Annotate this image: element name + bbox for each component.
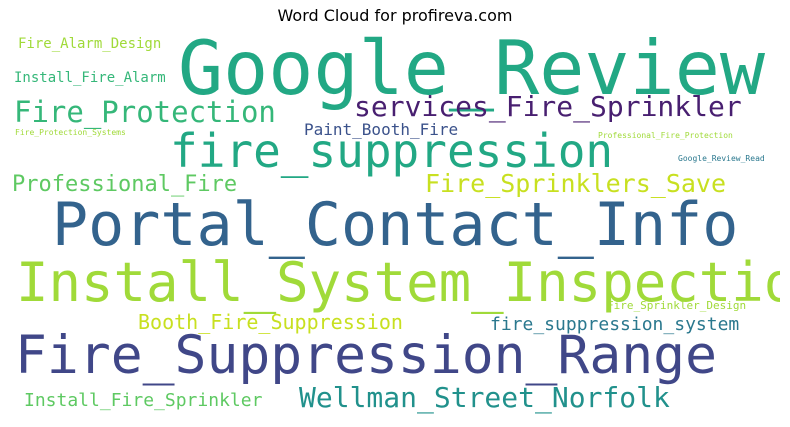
word-fire-protection: Fire_Protection	[14, 95, 276, 129]
word-fire-suppression: fire_suppression	[170, 124, 614, 178]
word-install-fire-alarm: Install_Fire_Alarm	[14, 70, 166, 86]
word-fire-protection-systems: Fire_Protection_Systems	[15, 128, 126, 137]
word-booth-fire-suppression: Booth_Fire_Suppression	[138, 310, 403, 334]
word-fire-alarm-design: Fire_Alarm_Design	[18, 36, 162, 52]
chart-title: Word Cloud for profireva.com	[277, 6, 513, 25]
word-professional-fire-protection: Professional_Fire_Protection	[598, 131, 733, 140]
word-fire-sprinklers-save: Fire_Sprinklers_Save	[425, 169, 727, 198]
word-fire-sprinkler-design: Fire_Sprinkler_Design	[607, 299, 747, 312]
word-fire-suppression-range: Fire_Suppression_Range	[15, 325, 717, 386]
word-professional-fire: Professional_Fire	[12, 172, 238, 197]
word-portal-contact-info: Portal_Contact_Info	[52, 190, 739, 260]
word-google-review-read: Google_Review_Read	[678, 154, 765, 163]
word-google-review: Google_Review	[178, 31, 765, 112]
word-install-fire-sprinkler: Install_Fire_Sprinkler	[24, 390, 263, 411]
word-paint-booth-fire: Paint_Booth_Fire	[304, 120, 459, 139]
word-wellman-street-norfolk: Wellman_Street_Norfolk	[299, 381, 670, 414]
word-cloud: Google_Review Portal_Contact_Info Fire_Sup…	[10, 31, 780, 419]
word-fire-suppression-system: fire_suppression_system	[490, 314, 740, 335]
word-install-system-inspection: Install_System_Inspection	[16, 251, 780, 314]
word-services-fire-sprinkler: services_Fire_Sprinkler	[354, 90, 742, 123]
